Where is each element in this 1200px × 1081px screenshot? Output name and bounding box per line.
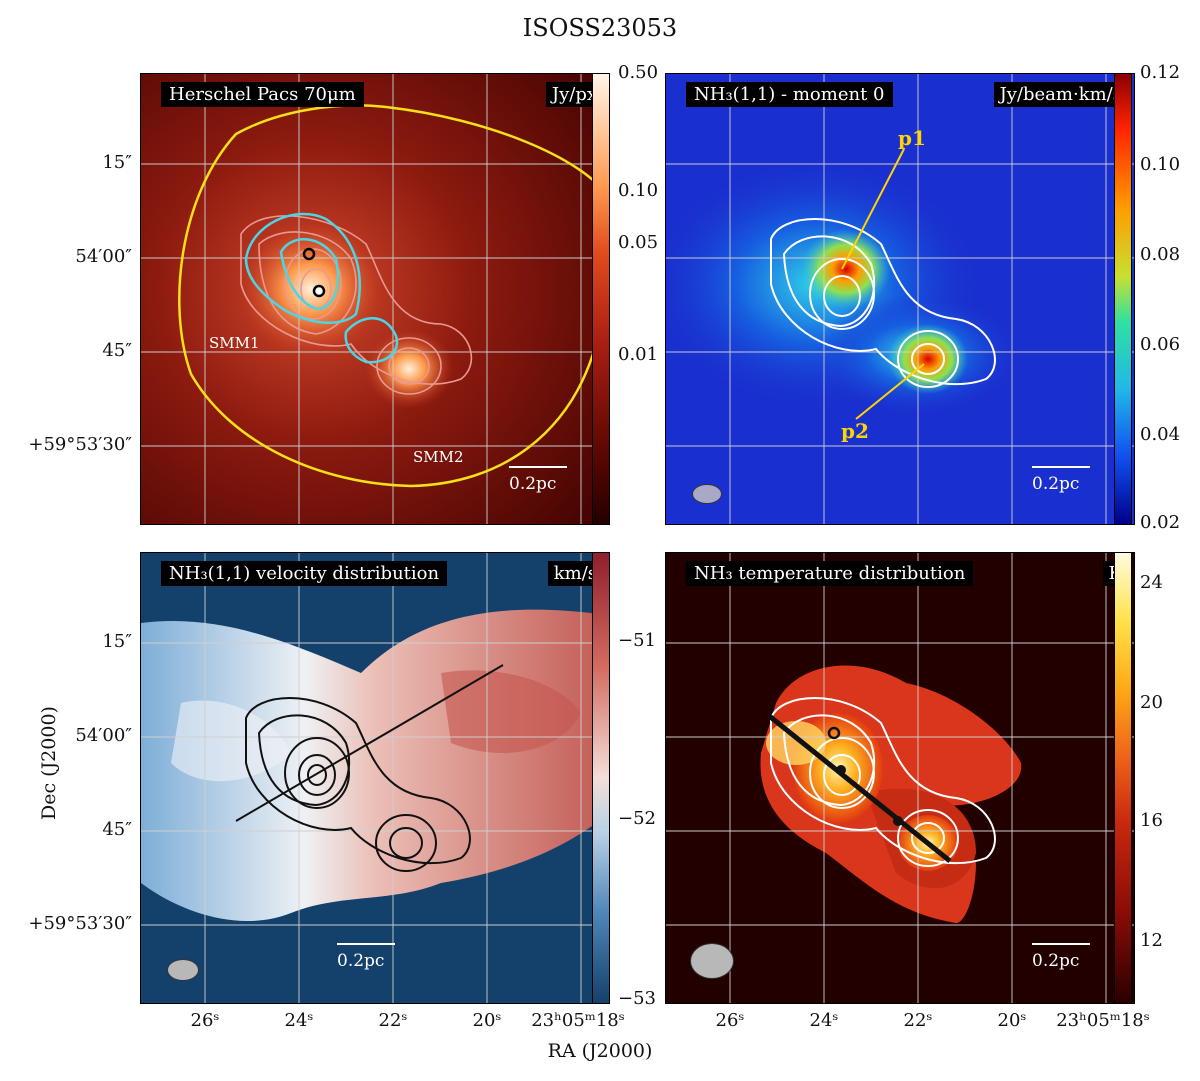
cbar-tick: 0.06 xyxy=(1140,334,1181,355)
beam-ellipse xyxy=(692,484,722,504)
cbar-tick: −53 xyxy=(618,988,656,1009)
cbar-tick: 16 xyxy=(1140,810,1163,831)
peak-label-p1: p1 xyxy=(898,126,926,150)
colorbar-temperature xyxy=(1114,552,1132,1004)
panel-label: NH₃ temperature distribution xyxy=(686,561,974,586)
panel-herschel: Herschel Pacs 70μm Jy/px SMM1 SMM2 0.2pc xyxy=(140,73,610,525)
scale-bar: 0.2pc xyxy=(337,943,395,971)
panel-label: Herschel Pacs 70μm xyxy=(161,82,364,107)
dec-tick: 54′00″ xyxy=(75,725,132,746)
colorbar-herschel xyxy=(592,73,610,525)
temperature-image xyxy=(666,553,1134,1003)
dec-tick: +59°53′30″ xyxy=(28,434,132,455)
herschel-image xyxy=(141,74,609,524)
cbar-tick: 0.04 xyxy=(1140,424,1181,445)
cbar-tick: −51 xyxy=(618,630,656,651)
panel-velocity: NH₃(1,1) velocity distribution km/s 0.2p… xyxy=(140,552,610,1004)
colorbar-moment0 xyxy=(1114,73,1132,525)
cbar-tick: 0.50 xyxy=(618,62,659,83)
beam-ellipse xyxy=(167,959,199,981)
dec-tick: 15″ xyxy=(102,152,132,173)
y-axis-label: Dec (J2000) xyxy=(38,706,60,820)
ra-tick: 22ˢ xyxy=(903,1010,933,1031)
cbar-tick: 0.08 xyxy=(1140,244,1181,265)
ra-tick: 26ˢ xyxy=(715,1010,745,1031)
colorbar-velocity xyxy=(592,552,610,1004)
ra-tick: 20ˢ xyxy=(997,1010,1027,1031)
panel-temperature: NH₃ temperature distribution K 0.2pc xyxy=(665,552,1135,1004)
dec-tick: 45″ xyxy=(102,819,132,840)
cbar-tick: 0.02 xyxy=(1140,512,1181,533)
panel-label: NH₃(1,1) velocity distribution xyxy=(161,561,448,586)
cbar-tick: 0.12 xyxy=(1140,62,1181,83)
panel-label: NH₃(1,1) - moment 0 xyxy=(686,82,893,107)
cbar-tick: −52 xyxy=(618,808,656,829)
unit-label: Jy/beam·km/s xyxy=(993,82,1128,107)
cbar-tick: 12 xyxy=(1140,930,1163,951)
scale-bar: 0.2pc xyxy=(1032,466,1090,494)
peak-label-p2: p2 xyxy=(841,419,869,443)
source-label-smm1: SMM1 xyxy=(209,334,260,352)
scale-bar: 0.2pc xyxy=(509,466,567,494)
dec-tick: +59°53′30″ xyxy=(28,913,132,934)
cbar-tick: 0.10 xyxy=(618,180,659,201)
ra-tick: 23ʰ05ᵐ18ˢ xyxy=(531,1010,625,1031)
ra-tick: 23ʰ05ᵐ18ˢ xyxy=(1056,1010,1150,1031)
cbar-tick: 24 xyxy=(1140,572,1163,593)
scale-bar: 0.2pc xyxy=(1032,943,1090,971)
moment0-image xyxy=(666,74,1134,524)
cbar-tick: 20 xyxy=(1140,692,1163,713)
dec-tick: 54′00″ xyxy=(75,246,132,267)
dec-tick: 45″ xyxy=(102,340,132,361)
source-label-smm2: SMM2 xyxy=(413,448,464,466)
ra-tick: 24ˢ xyxy=(284,1010,314,1031)
cbar-tick: 0.01 xyxy=(618,344,659,365)
ra-tick: 22ˢ xyxy=(378,1010,408,1031)
x-axis-label: RA (J2000) xyxy=(547,1040,653,1062)
ra-tick: 24ˢ xyxy=(809,1010,839,1031)
velocity-image xyxy=(141,553,609,1003)
cbar-tick: 0.05 xyxy=(618,232,659,253)
ra-tick: 20ˢ xyxy=(472,1010,502,1031)
dec-tick: 15″ xyxy=(102,631,132,652)
cbar-tick: 0.10 xyxy=(1140,154,1181,175)
beam-ellipse xyxy=(690,943,734,979)
ra-tick: 26ˢ xyxy=(190,1010,220,1031)
figure-title: ISOSS23053 xyxy=(522,14,678,42)
panel-moment0: NH₃(1,1) - moment 0 Jy/beam·km/s p1 p2 0… xyxy=(665,73,1135,525)
